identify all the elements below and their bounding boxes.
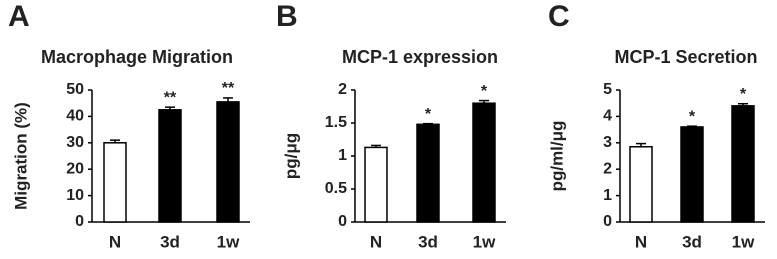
bar: [472, 102, 496, 223]
y-axis-label: Migration (%): [11, 102, 30, 210]
bar: [364, 146, 388, 223]
significance-mark: *: [425, 106, 432, 123]
panel-letter: A: [8, 0, 30, 33]
y-tick-label: 2: [603, 160, 612, 177]
y-tick-label: 30: [66, 134, 84, 151]
y-tick-label: 0: [603, 213, 612, 230]
y-tick-label: 0.5: [325, 180, 347, 197]
y-tick-label: 1: [338, 147, 347, 164]
y-tick-label: 20: [66, 160, 84, 177]
y-tick-label: 4: [603, 108, 612, 125]
y-tick-label: 1: [603, 187, 612, 204]
significance-mark: **: [164, 89, 177, 106]
x-tick-label: 1w: [217, 232, 240, 251]
x-tick-label: N: [635, 232, 647, 251]
significance-mark: *: [481, 83, 488, 100]
y-tick-label: 40: [66, 108, 84, 125]
x-tick-label: 3d: [682, 232, 702, 251]
y-tick-label: 10: [66, 187, 84, 204]
chart-title: MCP-1 Secretion: [614, 47, 757, 67]
bar: [629, 146, 653, 223]
y-tick-label: 1.5: [325, 114, 347, 131]
bar: [416, 123, 440, 223]
y-tick-label: 2: [338, 81, 347, 98]
bar: [158, 109, 182, 223]
x-tick-label: N: [370, 232, 382, 251]
x-tick-label: 1w: [473, 232, 496, 251]
y-tick-label: 0: [338, 213, 347, 230]
x-tick-label: 3d: [160, 232, 180, 251]
bar: [216, 101, 240, 223]
bar: [731, 105, 755, 223]
significance-mark: *: [740, 86, 747, 103]
y-tick-label: 3: [603, 134, 612, 151]
x-tick-label: 3d: [418, 232, 438, 251]
chart-title: MCP-1 expression: [342, 47, 498, 67]
y-tick-label: 5: [603, 81, 612, 98]
y-tick-label: 0: [75, 213, 84, 230]
bar: [103, 142, 127, 223]
bar: [680, 126, 704, 223]
y-axis-label: pg/ml/μg: [547, 121, 566, 192]
panel-letter: C: [548, 0, 570, 33]
y-axis-label: pg/μg: [281, 133, 300, 179]
significance-mark: **: [222, 80, 235, 97]
y-tick-label: 50: [66, 81, 84, 98]
x-tick-label: N: [109, 232, 121, 251]
panel-letter: B: [276, 0, 298, 33]
significance-mark: *: [689, 108, 696, 125]
x-tick-label: 1w: [732, 232, 755, 251]
chart-title: Macrophage Migration: [41, 47, 233, 67]
